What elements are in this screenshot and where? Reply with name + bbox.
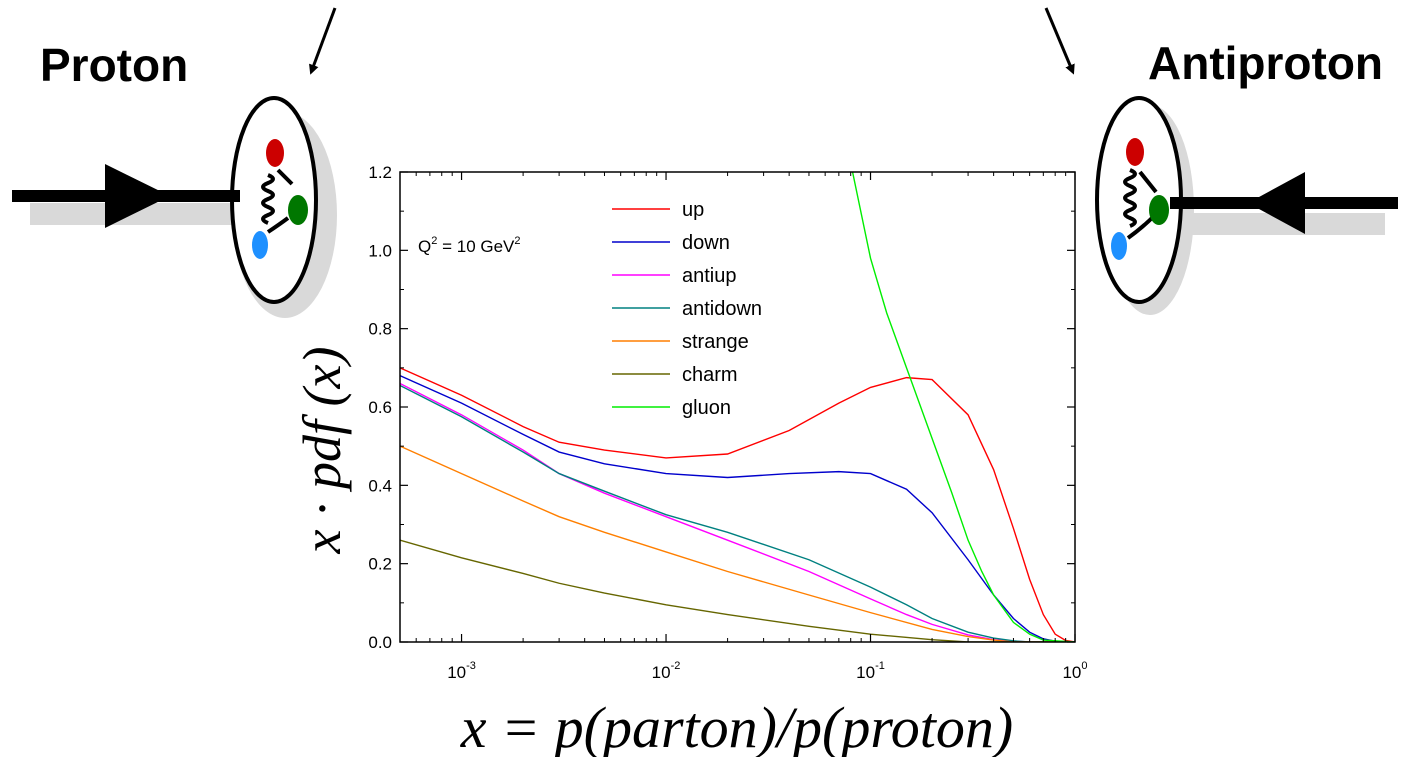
antiproton-gluon-spring bbox=[1123, 168, 1137, 228]
y-tick-label: 0.0 bbox=[368, 633, 392, 652]
x-tick-label: 10-1 bbox=[856, 660, 885, 682]
antiproton-beam-shadow bbox=[1180, 213, 1385, 235]
x-tick-label: 100 bbox=[1062, 660, 1087, 682]
x-axis-title: x = p(parton)/p(proton) bbox=[460, 695, 1013, 757]
series-line-strange bbox=[400, 445, 1075, 642]
y-tick-label: 0.8 bbox=[368, 320, 392, 339]
series-line-gluon bbox=[851, 172, 1075, 642]
proton-label: Proton bbox=[40, 39, 189, 91]
proton-red-quark bbox=[266, 139, 284, 167]
legend-label-down: down bbox=[682, 232, 730, 254]
y-axis-title: x · pdf (x) bbox=[292, 347, 352, 555]
proton-gluon-lines bbox=[266, 168, 294, 234]
y-tick-label: 0.4 bbox=[368, 476, 392, 495]
proton-green-quark bbox=[288, 195, 308, 225]
antiproton-green-quark bbox=[1149, 195, 1169, 225]
x-tick-label: 10-3 bbox=[447, 660, 476, 682]
antiproton-beam-arrowhead bbox=[1248, 172, 1305, 234]
y-tick-label: 1.2 bbox=[368, 163, 392, 182]
proton-blue-quark bbox=[252, 231, 268, 259]
antiproton-red-quark bbox=[1126, 138, 1144, 166]
series-line-up bbox=[400, 367, 1075, 642]
series-layer bbox=[400, 172, 1075, 642]
legend: up down antiup antidown strange charm gluon bbox=[612, 199, 762, 419]
legend-label-antidown: antidown bbox=[682, 298, 762, 320]
proton-beam-shadow bbox=[30, 203, 245, 225]
antiproton-diagram bbox=[1044, 7, 1398, 315]
plot-background bbox=[400, 172, 1075, 642]
proton-beam-arrowhead bbox=[105, 164, 170, 228]
proton-pointer-arrow bbox=[309, 7, 337, 75]
q2-annotation: Q2 = 10 GeV2 bbox=[418, 235, 521, 256]
y-tick-label: 1.0 bbox=[368, 241, 392, 260]
x-tick-label: 10-2 bbox=[652, 660, 681, 682]
y-tick-label: 0.2 bbox=[368, 555, 392, 574]
proton-gluon-spring bbox=[261, 173, 275, 225]
series-line-charm bbox=[400, 539, 1075, 642]
legend-label-up: up bbox=[682, 199, 704, 221]
y-tick-label: 0.6 bbox=[368, 398, 392, 417]
legend-label-charm: charm bbox=[682, 364, 738, 386]
antiproton-pointer-arrow bbox=[1044, 7, 1075, 75]
antiproton-disk bbox=[1095, 96, 1183, 304]
legend-label-gluon: gluon bbox=[682, 397, 731, 419]
legend-label-strange: strange bbox=[682, 331, 749, 353]
legend-label-antiup: antiup bbox=[682, 265, 737, 287]
series-line-down bbox=[400, 375, 1075, 642]
tick-layer: 0.0 0.2 0.4 0.6 0.8 1.0 1.2 10-3 10-2 10-1 100 bbox=[368, 163, 1087, 682]
proton-diagram bbox=[12, 7, 337, 318]
series-line-antidown bbox=[400, 384, 1075, 642]
antiproton-label: Antiproton bbox=[1148, 37, 1384, 89]
antiproton-blue-quark bbox=[1111, 232, 1127, 260]
plot-area: 0.0 0.2 0.4 0.6 0.8 1.0 1.2 10-3 10-2 10-1 100 up d… bbox=[368, 163, 1087, 682]
